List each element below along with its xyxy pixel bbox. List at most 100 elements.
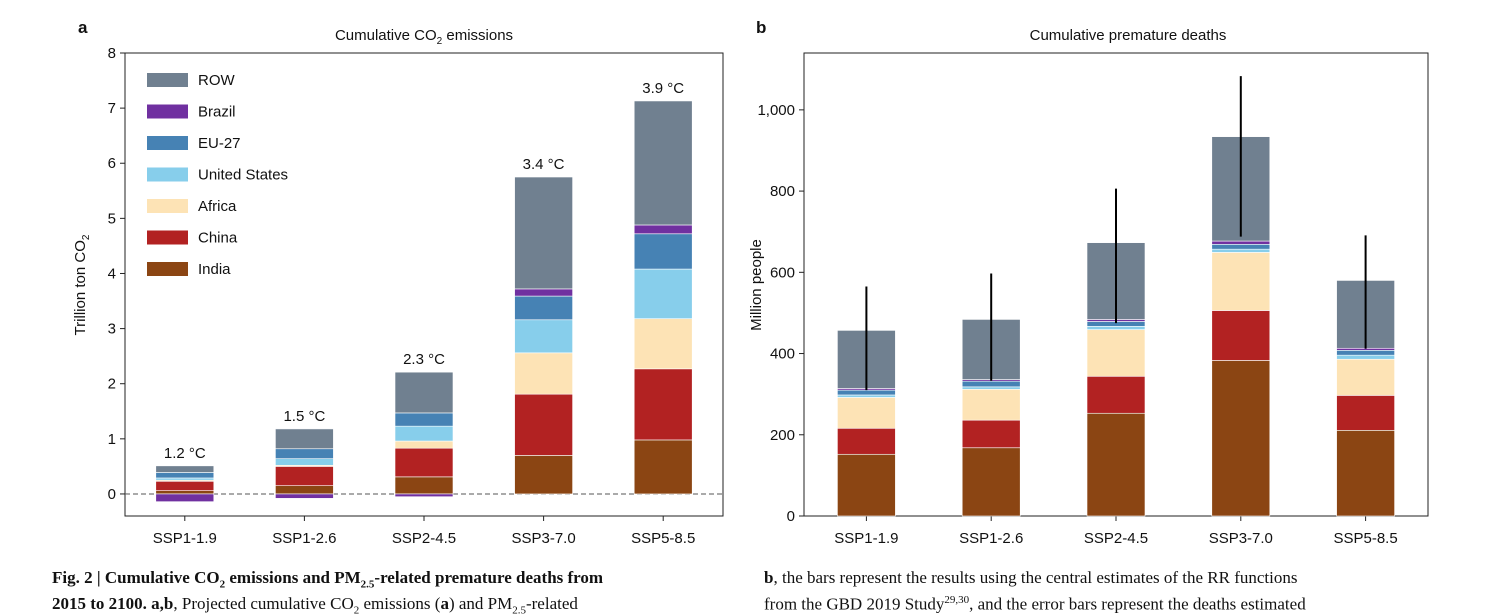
x-tick-label: SSP5-8.5 bbox=[631, 530, 695, 547]
bar-segment bbox=[155, 472, 215, 479]
bar-segment bbox=[155, 480, 215, 491]
legend-label: Africa bbox=[198, 198, 237, 215]
bar-segment bbox=[275, 428, 334, 450]
legend-label: EU-27 bbox=[198, 135, 241, 152]
x-tick-label: SSP1-1.9 bbox=[153, 530, 217, 547]
legend-label: United States bbox=[198, 167, 288, 184]
bar-segment bbox=[1211, 240, 1271, 245]
bar-segment bbox=[275, 448, 334, 459]
text: 2 bbox=[353, 604, 360, 616]
y-tick-label: 5 bbox=[108, 210, 116, 227]
text: a bbox=[440, 594, 449, 613]
title-part: Cumulative CO bbox=[335, 27, 437, 44]
label-part: Trillion ton CO bbox=[72, 240, 89, 335]
bar-segment bbox=[514, 352, 573, 395]
legend-label: Brazil bbox=[198, 104, 236, 121]
y-tick-label: 8 bbox=[108, 45, 116, 62]
text: from the GBD 2019 Study bbox=[764, 594, 945, 614]
bar-segment bbox=[633, 439, 693, 495]
bar-segment bbox=[1336, 395, 1395, 431]
chart-title: Cumulative CO2 emissions bbox=[335, 27, 513, 47]
bar-segment bbox=[1336, 349, 1395, 356]
bar-segment bbox=[1211, 310, 1271, 361]
legend-swatch bbox=[147, 262, 188, 276]
bar-segment bbox=[155, 465, 215, 473]
bar-segment bbox=[155, 490, 215, 495]
bar-segment bbox=[275, 493, 334, 499]
text: , Projected cumulative CO bbox=[173, 594, 354, 613]
bar-segment bbox=[394, 493, 454, 498]
bar-segment bbox=[633, 100, 693, 226]
y-tick-label: 0 bbox=[787, 508, 795, 525]
legend-swatch bbox=[147, 167, 188, 182]
bar-segment bbox=[1086, 326, 1146, 330]
text: 2015 to 2100. a,b bbox=[52, 594, 174, 613]
y-tick-label: 4 bbox=[108, 265, 116, 282]
bar-segment bbox=[633, 233, 693, 270]
y-tick-label: 6 bbox=[108, 155, 116, 172]
bar-segment bbox=[394, 412, 454, 427]
caption-line: b, the bars represent the results using … bbox=[764, 568, 1298, 588]
annotation: 3.9 °C bbox=[642, 80, 684, 97]
bar-segment bbox=[837, 453, 896, 517]
bar-segment bbox=[275, 458, 334, 466]
text: , and the error bars represent the death… bbox=[969, 594, 1306, 614]
bar-segment bbox=[275, 485, 334, 495]
caption-line: Fig. 2 | Cumulative CO2 emissions and PM… bbox=[52, 568, 603, 590]
y-tick-label: 200 bbox=[770, 427, 795, 444]
bar-segment bbox=[394, 447, 454, 478]
y-axis-label: Trillion ton CO2 bbox=[72, 234, 92, 335]
y-tick-label: 0 bbox=[108, 486, 116, 503]
text: 2.5 bbox=[360, 578, 375, 591]
label-sub: 2 bbox=[81, 234, 92, 240]
y-tick-label: 2 bbox=[108, 376, 116, 393]
bar-segment bbox=[394, 440, 454, 449]
bar-segment bbox=[1211, 243, 1271, 250]
bar-segment bbox=[1336, 358, 1395, 396]
bar-segment bbox=[1086, 329, 1146, 377]
y-tick-label: 1 bbox=[108, 431, 116, 448]
bar-segment bbox=[633, 318, 693, 370]
bar-segment bbox=[1336, 430, 1395, 517]
bar-segment bbox=[837, 394, 896, 398]
text: Fig. 2 | Cumulative CO bbox=[52, 568, 220, 587]
text: ) and PM bbox=[448, 594, 513, 613]
text: 29,30 bbox=[944, 594, 970, 606]
x-tick-label: SSP3-7.0 bbox=[511, 530, 575, 547]
text: 2.5 bbox=[512, 604, 526, 616]
annotation: 2.3 °C bbox=[403, 351, 445, 368]
text: emissions ( bbox=[359, 594, 441, 613]
bar-segment bbox=[1211, 360, 1271, 517]
bar-segment bbox=[633, 268, 693, 319]
annotation: 3.4 °C bbox=[523, 156, 565, 173]
title-part: emissions bbox=[442, 27, 513, 44]
legend-swatch bbox=[147, 230, 188, 245]
y-tick-label: 3 bbox=[108, 321, 116, 338]
x-tick-label: SSP2-4.5 bbox=[1084, 530, 1148, 547]
bar-segment bbox=[837, 389, 896, 396]
bar-segment bbox=[633, 368, 693, 441]
bar-segment bbox=[1211, 252, 1271, 311]
legend-label: China bbox=[198, 230, 238, 247]
bar-segment bbox=[1211, 248, 1271, 253]
legend-swatch bbox=[147, 136, 188, 150]
bar-segment bbox=[394, 425, 454, 442]
bar-segment bbox=[514, 295, 573, 321]
bar-segment bbox=[961, 447, 1021, 517]
annotation: 1.5 °C bbox=[283, 408, 325, 425]
bar-segment bbox=[1336, 354, 1395, 360]
x-tick-label: SSP2-4.5 bbox=[392, 530, 456, 547]
text: -related premature deaths from bbox=[374, 568, 604, 587]
figure: a b Cumulative CO2 emissions Cumulative … bbox=[72, 18, 1429, 547]
bar-segment bbox=[837, 427, 896, 455]
panel-label: a bbox=[78, 18, 88, 37]
legend-label: India bbox=[198, 261, 231, 278]
bar-segment bbox=[837, 397, 896, 429]
text: , the bars represent the results using t… bbox=[773, 568, 1298, 587]
caption-line: from the GBD 2019 Study29,30, and the er… bbox=[764, 594, 1306, 615]
legend-label: ROW bbox=[198, 72, 236, 89]
text: -related bbox=[525, 594, 578, 613]
text: 2 bbox=[219, 578, 226, 591]
bar-segment bbox=[514, 393, 573, 456]
